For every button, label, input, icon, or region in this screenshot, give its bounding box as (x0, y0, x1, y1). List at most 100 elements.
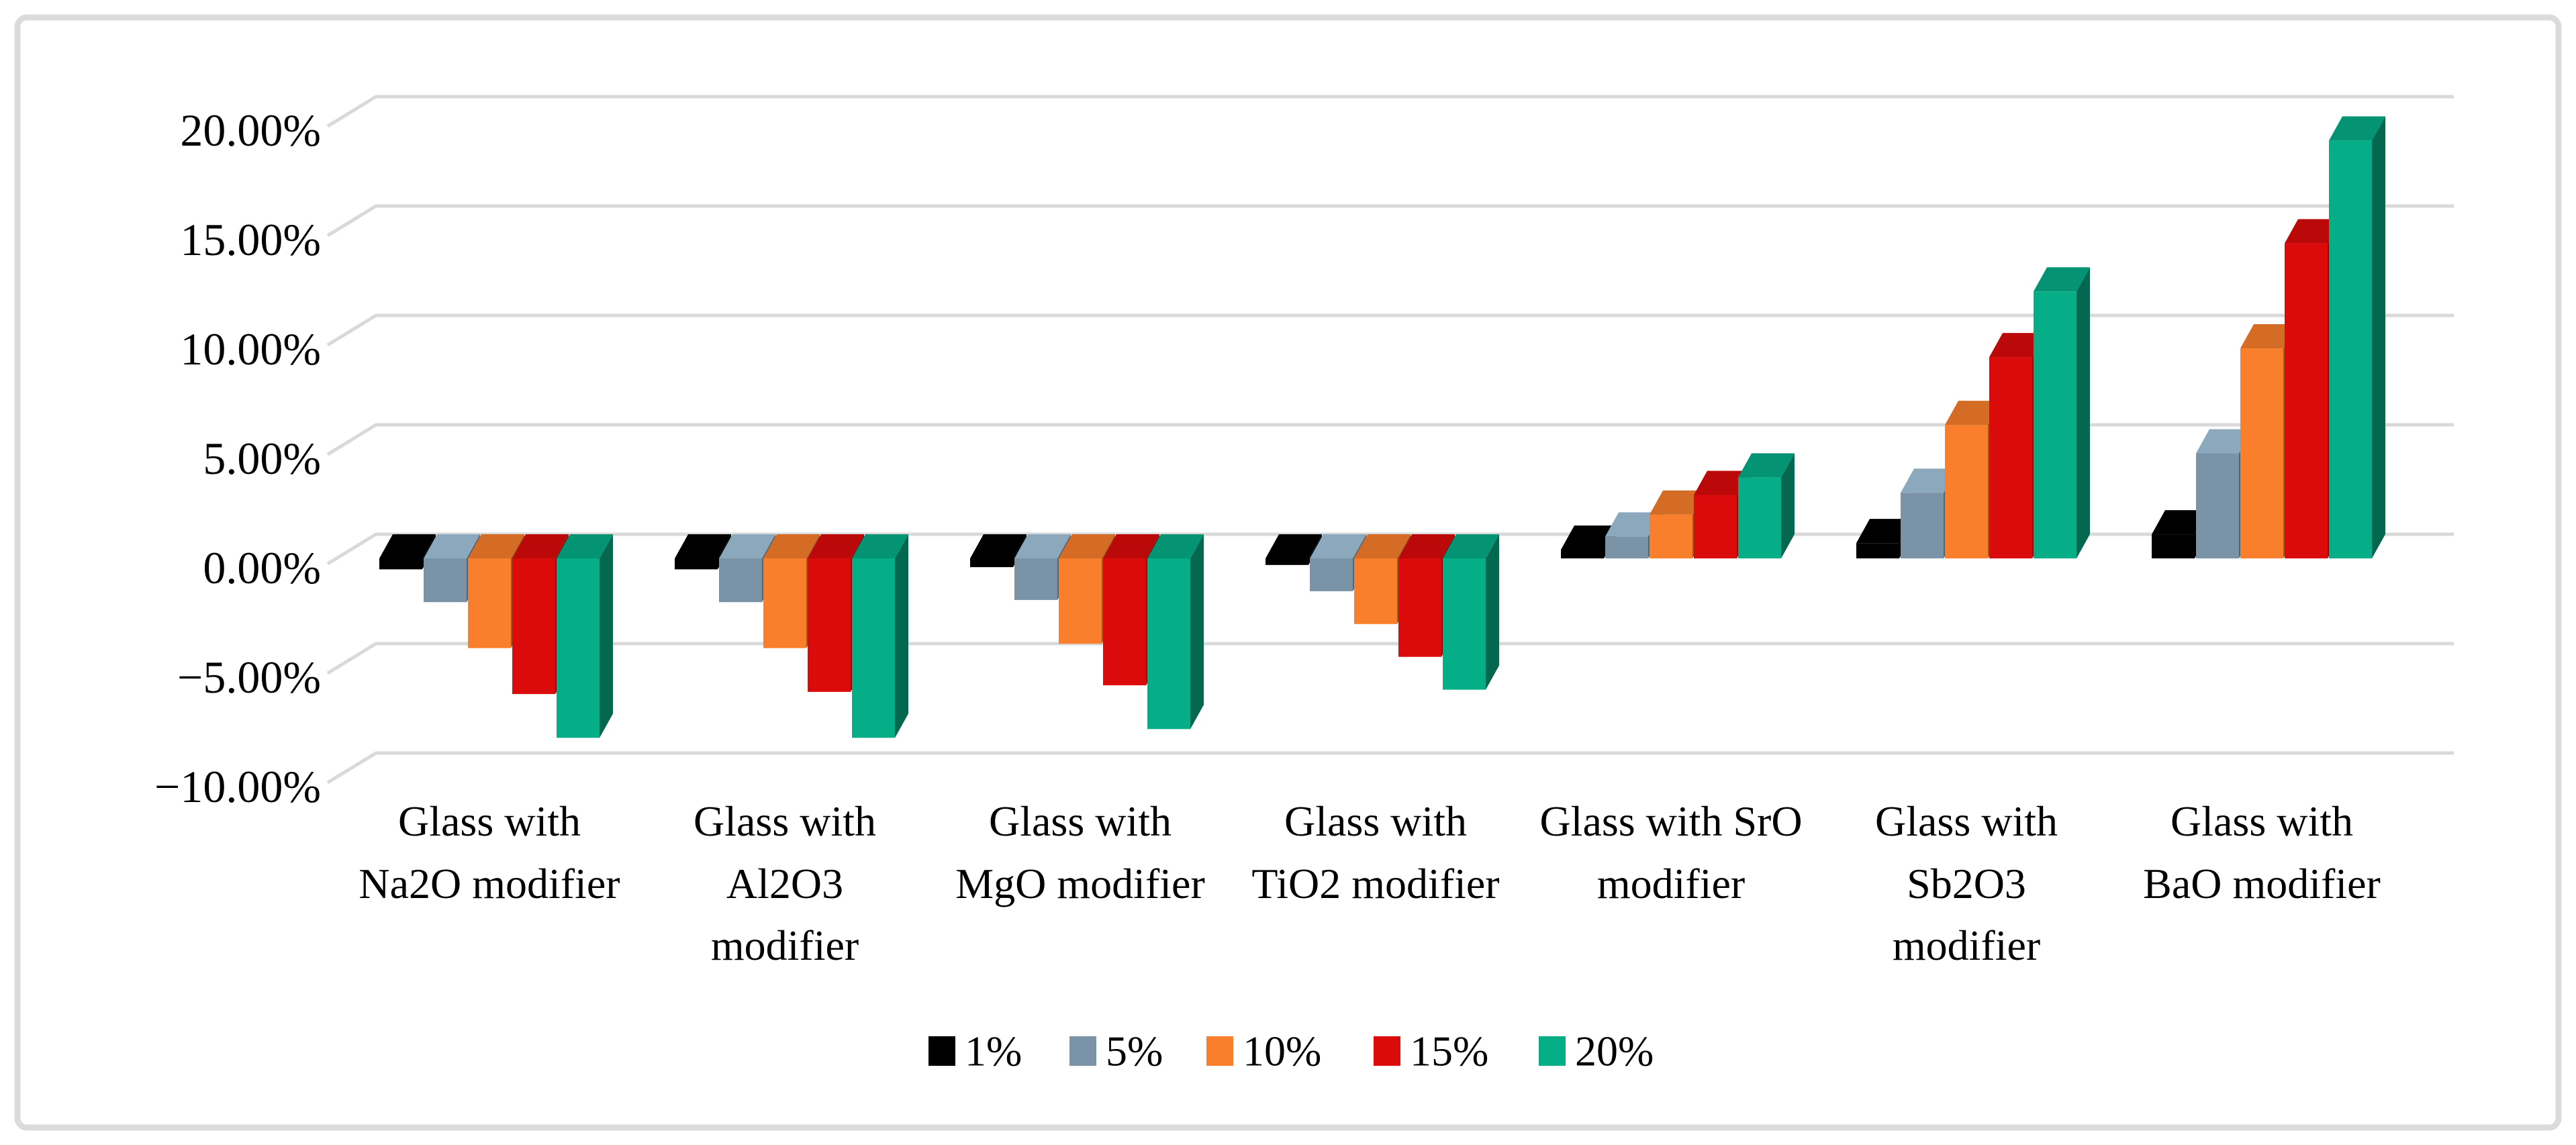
bar-front-face (1443, 558, 1486, 690)
bar-top-face (1014, 534, 1071, 558)
legend-item: 15% (1374, 1028, 1488, 1075)
bar-front-face (1694, 495, 1737, 558)
bar-top-face (763, 534, 820, 558)
y-tick-label: −10.00% (154, 761, 321, 812)
category-label-line: Glass with (694, 797, 876, 845)
category-label: Glass with Al2O3 modifier (694, 797, 876, 969)
legend-label: 5% (1106, 1028, 1163, 1075)
bar-top-face (2034, 267, 2090, 292)
bar-top-face (1103, 534, 1159, 558)
category-label: Glass with MgO modifier (955, 797, 1205, 907)
bar-front-face (1310, 558, 1353, 591)
category-label: Glass with SrO modifier (1539, 797, 1802, 907)
bar-top-face (1561, 525, 1617, 550)
bar-side-face (1190, 534, 1204, 730)
category-label-line: modifier (711, 922, 859, 969)
bar-front-face (1014, 558, 1057, 600)
y-tick-label: 20.00% (180, 105, 321, 156)
legend-swatch (1069, 1036, 1096, 1066)
category-label: Glass with Sb2O3 modifier (1875, 797, 2058, 969)
legend-item: 5% (1069, 1028, 1163, 1075)
bar-front-face (1354, 558, 1397, 624)
category-label-line: Glass with (1284, 797, 1467, 845)
bar-front-face (2152, 534, 2195, 558)
bar-top-face (1147, 534, 1204, 558)
bar-front-face (1147, 558, 1190, 730)
y-tick-label: 15.00% (180, 214, 321, 265)
y-tick-label: 10.00% (180, 323, 321, 375)
bar-front-face (1103, 558, 1146, 686)
gridline (326, 751, 2454, 785)
legend-swatch (1206, 1036, 1233, 1066)
legend-label: 15% (1410, 1028, 1488, 1075)
bar-top-face (808, 534, 864, 558)
bar (1103, 534, 1159, 686)
bar-front-face (1561, 549, 1604, 558)
bar-top-face (379, 534, 436, 558)
bar-front-face (2285, 243, 2328, 558)
bar-top-face (1266, 534, 1322, 558)
bar-top-face (1059, 534, 1115, 558)
bar-top-face (1310, 534, 1366, 558)
bar-front-face (379, 558, 422, 570)
bar-front-face (1650, 514, 1692, 558)
bars-group (379, 116, 2385, 738)
bar-top-face (1605, 512, 1662, 537)
category-label-line: TiO2 modifier (1251, 860, 1499, 907)
category-label: Glass with Na2O modifier (359, 797, 620, 907)
bar-top-face (719, 534, 775, 558)
y-tick-label: 5.00% (203, 433, 321, 484)
bar-front-face (2034, 291, 2077, 558)
legend-swatch (1374, 1036, 1400, 1066)
y-tick-label: 0.00% (203, 542, 321, 593)
gridline (326, 204, 2454, 238)
bar-front-face (468, 558, 511, 648)
bar-side-face (895, 534, 908, 738)
bar (1605, 512, 1662, 558)
legend-swatch (928, 1036, 955, 1066)
legend-item: 1% (928, 1028, 1022, 1075)
category-label: Glass with TiO2 modifier (1251, 797, 1499, 907)
bar-top-face (2240, 324, 2297, 349)
bar-top-face (1856, 519, 1913, 544)
gridline (326, 313, 2454, 347)
bar-top-face (1901, 468, 1957, 493)
category-label-line: modifier (1893, 922, 2040, 969)
bar-front-face (763, 558, 806, 648)
bar-side-face (1486, 534, 1499, 690)
bar (852, 534, 908, 738)
bar-top-face (512, 534, 569, 558)
bar-top-face (852, 534, 908, 558)
legend-item: 10% (1206, 1028, 1321, 1075)
bar-top-face (1650, 490, 1706, 515)
bar-top-face (2152, 510, 2208, 535)
bar-top-face (424, 534, 480, 558)
category-label-line: modifier (1597, 860, 1745, 907)
category-label-line: Na2O modifier (359, 860, 620, 907)
gridline (326, 642, 2454, 675)
bar-top-face (970, 534, 1027, 558)
bar (1059, 534, 1115, 644)
bar-top-face (1945, 401, 2001, 426)
bar-front-face (1989, 357, 2032, 558)
category-label-line: Glass with (2170, 797, 2353, 845)
bar-top-face (675, 534, 731, 558)
bar-side-face (1781, 453, 1795, 558)
category-label-line: Glass with (989, 797, 1172, 845)
category-labels-group: Glass with Na2O modifier Glass with Al2O3 mo… (359, 797, 2380, 969)
bar-front-face (512, 558, 555, 695)
bar-top-face (1989, 333, 2046, 358)
bar-front-face (1901, 493, 1944, 558)
bar-top-face (1694, 470, 1750, 495)
bar-top-face (468, 534, 524, 558)
bar-front-face (719, 558, 762, 603)
bar-top-face (2285, 219, 2341, 244)
bar-front-face (1398, 558, 1441, 657)
bar-front-face (970, 558, 1013, 568)
bar-front-face (1605, 536, 1648, 558)
bar-front-face (808, 558, 851, 692)
y-tick-label: −5.00% (177, 652, 321, 703)
category-label-line: Sb2O3 (1907, 860, 2026, 907)
